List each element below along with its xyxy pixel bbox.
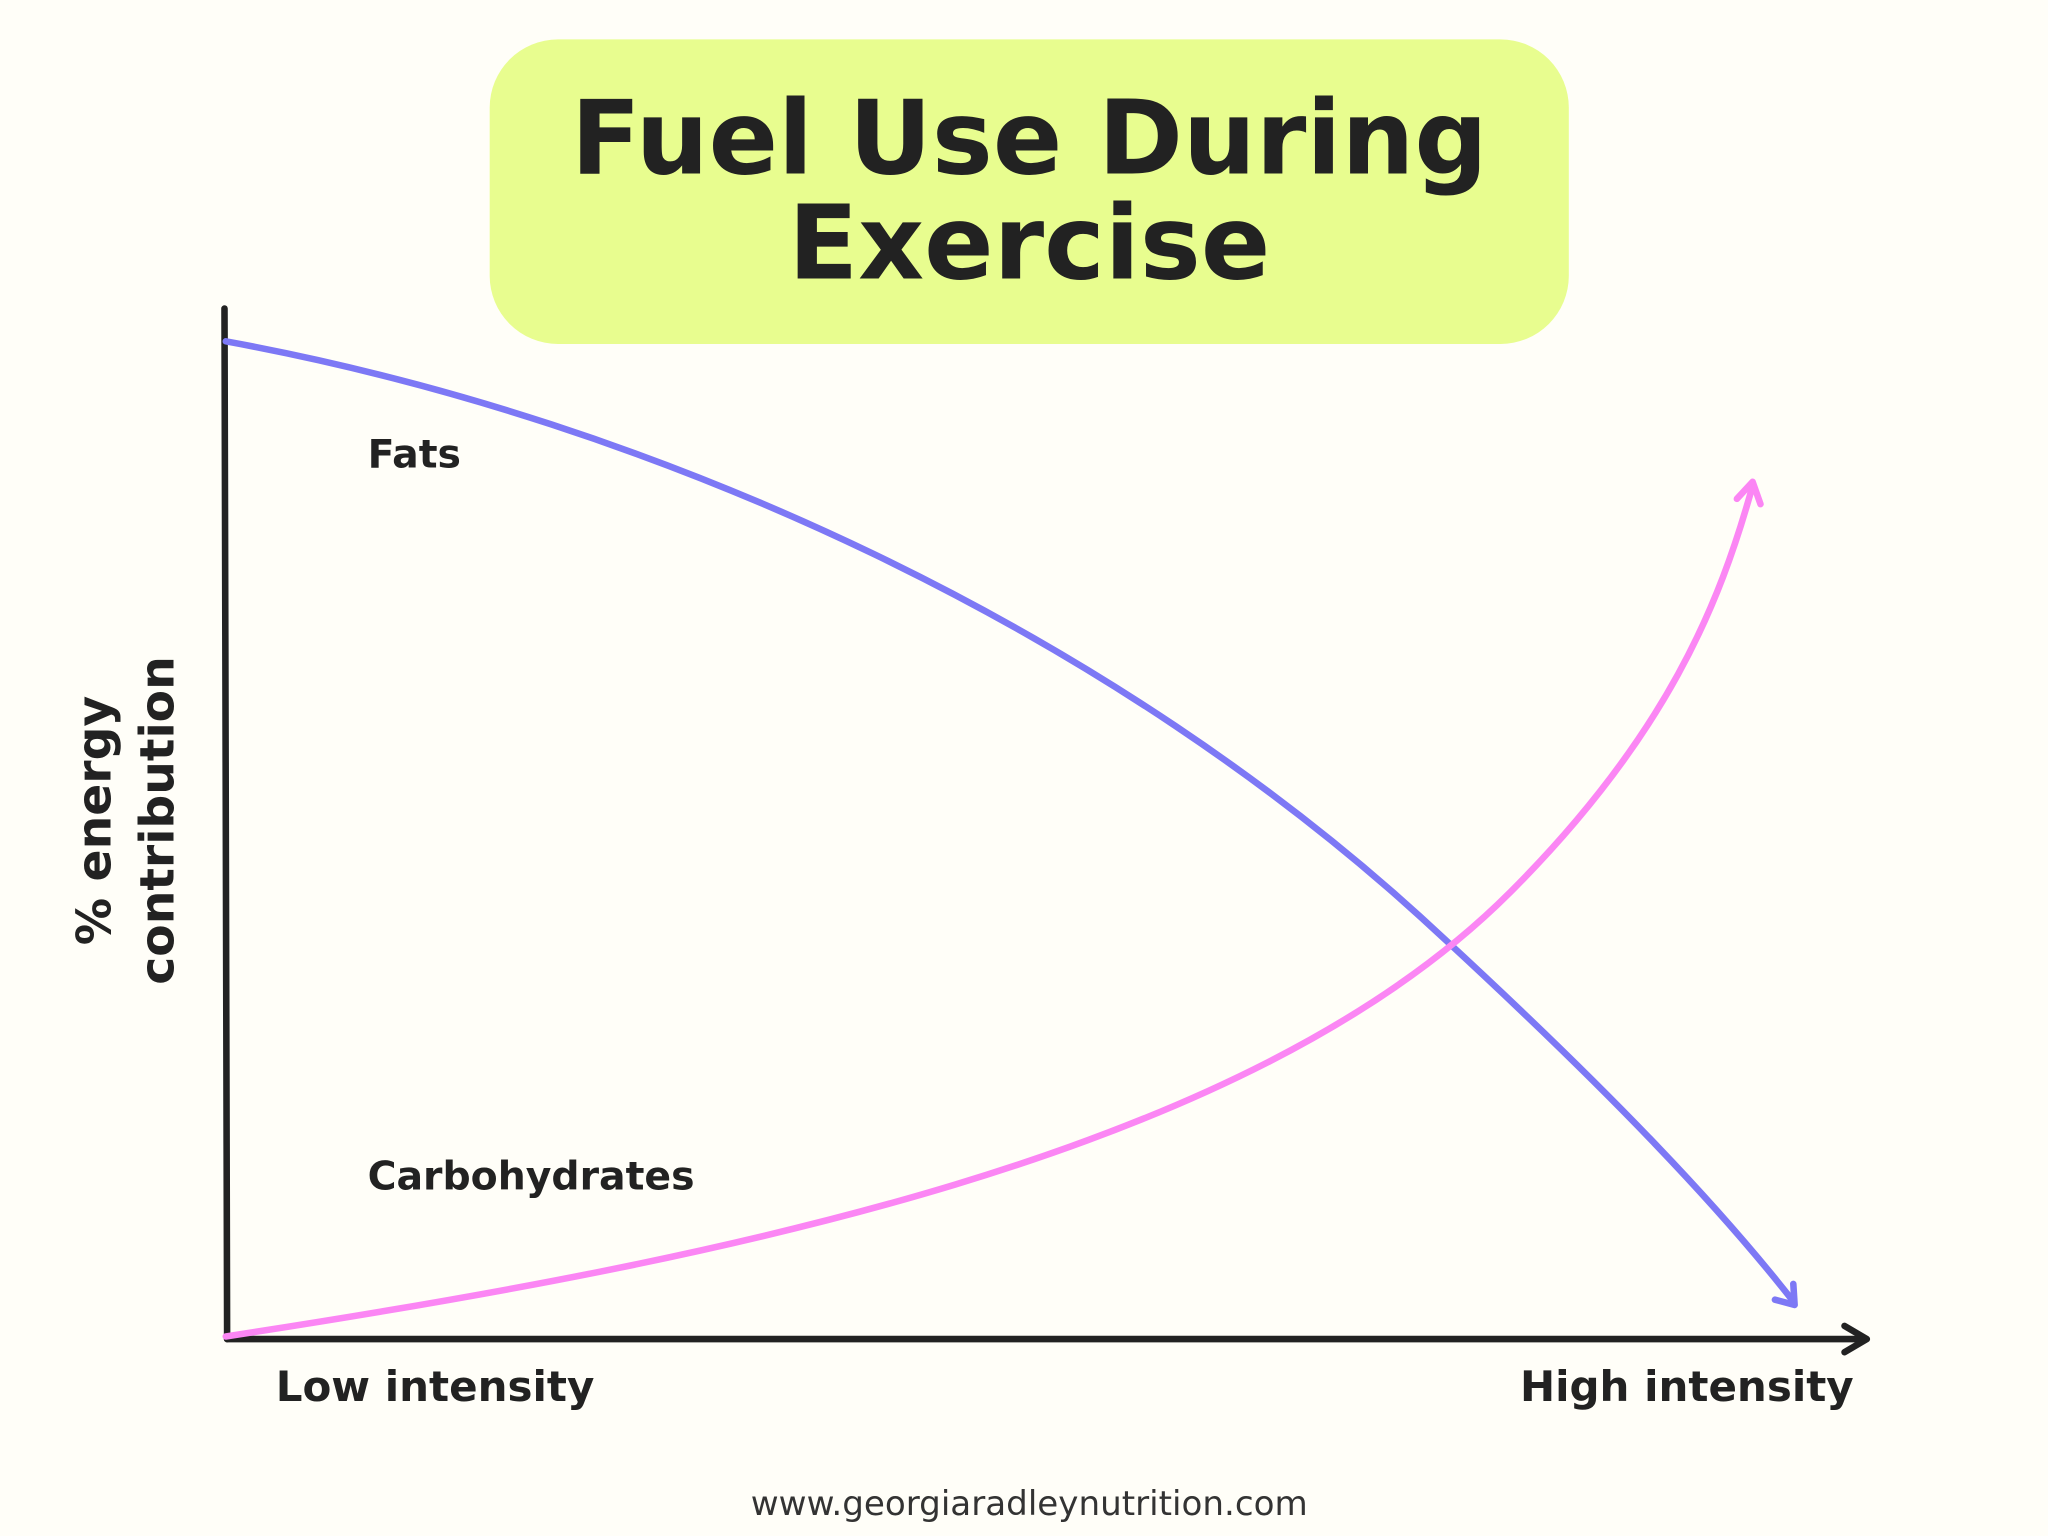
y-axis <box>221 305 231 1343</box>
footer: www.georgiaradleynutrition.com <box>751 1484 1308 1524</box>
carbs-arrowhead <box>1733 478 1764 508</box>
title-line: Exercise <box>788 184 1270 303</box>
x-axis-high-label: High intensity <box>1520 1362 1854 1411</box>
fats-curve <box>222 338 1796 1303</box>
carbs-curve <box>222 482 1756 1340</box>
y-axis-label-line: % energy <box>67 696 122 945</box>
axes <box>221 305 1871 1356</box>
x-axis-low-label: Low intensity <box>276 1362 595 1411</box>
fats-arrowhead <box>1771 1280 1798 1309</box>
x-axis-arrow <box>1841 1322 1871 1356</box>
y-axis-label: % energy contribution <box>67 656 185 985</box>
y-axis-label-line: contribution <box>130 656 185 985</box>
curve-label: Fats <box>368 431 461 477</box>
title-line: Fuel Use During <box>571 79 1488 198</box>
curve-label: Carbohydrates <box>368 1153 695 1199</box>
title-box <box>489 39 1569 344</box>
